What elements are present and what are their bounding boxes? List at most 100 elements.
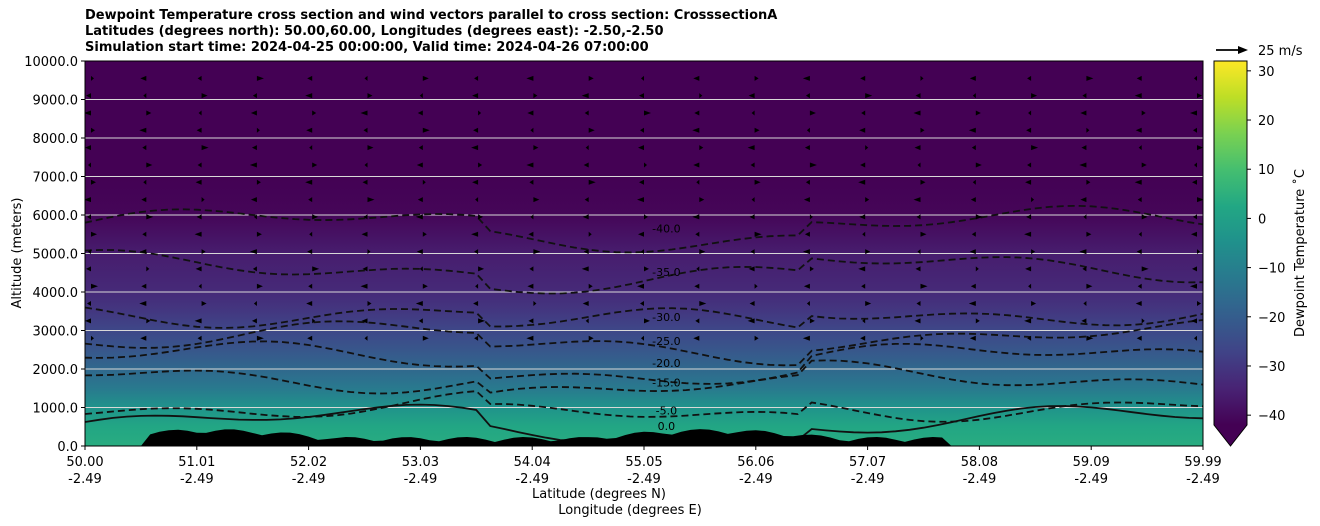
y-tick-label: 1000.0 xyxy=(33,402,79,417)
wind-vector xyxy=(474,335,479,341)
wind-vector xyxy=(86,266,91,272)
x-tick-label-latitude: 55.05 xyxy=(625,455,662,470)
wind-vector xyxy=(637,283,644,289)
x-tick-label-longitude: -2.49 xyxy=(292,472,326,487)
wind-vector xyxy=(972,93,976,99)
wind-vector xyxy=(920,335,924,341)
wind-vector xyxy=(146,266,150,272)
wind-vectors xyxy=(85,75,1203,341)
wind-vector xyxy=(142,145,147,151)
contour-label: -20.0 xyxy=(652,357,680,370)
wind-vector xyxy=(859,127,866,133)
wind-vector xyxy=(588,179,596,185)
wind-vector xyxy=(695,318,700,324)
wind-vector xyxy=(88,162,91,168)
wind-vector xyxy=(751,110,755,116)
wind-vector xyxy=(1025,266,1032,272)
wind-vector xyxy=(805,179,810,185)
wind-vector xyxy=(475,283,479,289)
wind-vector xyxy=(250,110,257,116)
x-tick-label-longitude: -2.49 xyxy=(515,472,549,487)
colorbar-tick-label: 10 xyxy=(1258,163,1275,178)
x-tick-label-longitude: -2.49 xyxy=(1186,472,1220,487)
x-tick-label-longitude: -2.49 xyxy=(627,472,661,487)
wind-vector xyxy=(809,214,813,220)
x-tick-label-longitude: -2.49 xyxy=(1074,472,1108,487)
wind-vector xyxy=(803,283,810,289)
wind-vector xyxy=(363,214,368,220)
wind-vector xyxy=(802,249,810,255)
wind-vector xyxy=(198,283,202,289)
wind-vector xyxy=(1086,127,1090,133)
wind-key-label: 25 m/s xyxy=(1258,44,1303,59)
wind-vector xyxy=(1086,231,1092,237)
wind-vector xyxy=(249,162,257,168)
contour-label: 0.0 xyxy=(658,420,676,433)
wind-vector xyxy=(1031,145,1039,151)
wind-vector xyxy=(809,318,815,324)
wind-vector xyxy=(1193,127,1197,133)
wind-vector xyxy=(695,231,700,237)
wind-vector xyxy=(367,145,374,151)
wind-vector xyxy=(699,145,704,151)
wind-vector xyxy=(143,179,147,185)
wind-vector xyxy=(415,214,423,220)
wind-vector xyxy=(975,162,982,168)
wind-vector xyxy=(308,283,313,289)
wind-vector xyxy=(422,335,429,341)
wind-vector xyxy=(529,179,534,185)
wind-vector xyxy=(805,93,810,99)
y-tick-label: 9000.0 xyxy=(33,94,79,109)
wind-vector xyxy=(581,266,589,272)
wind-vector xyxy=(308,197,313,203)
wind-vector xyxy=(809,162,817,168)
wind-vector xyxy=(251,318,257,324)
wind-vector xyxy=(88,249,91,255)
wind-vector xyxy=(1082,266,1087,272)
wind-vector xyxy=(91,127,95,133)
wind-vector xyxy=(471,145,479,151)
wind-vector xyxy=(146,162,153,168)
wind-vector xyxy=(696,179,700,185)
wind-vector xyxy=(588,75,594,81)
wind-vector xyxy=(528,318,534,324)
wind-vector xyxy=(588,127,595,133)
chart-title-line-2: Latitudes (degrees north): 50.00,60.00, … xyxy=(85,24,664,39)
wind-vector xyxy=(85,110,91,116)
wind-vector xyxy=(307,335,313,341)
wind-vector xyxy=(364,162,368,168)
wind-vector xyxy=(367,249,371,255)
x-tick-label-longitude: -2.49 xyxy=(68,472,102,487)
wind-vector xyxy=(1031,249,1036,255)
wind-vector xyxy=(582,301,589,307)
contour-line xyxy=(85,390,1203,423)
y-tick-label: 6000.0 xyxy=(33,209,79,224)
wind-vector xyxy=(915,93,921,99)
wind-vector xyxy=(975,318,980,324)
y-tick-label: 3000.0 xyxy=(33,325,79,340)
colorbar-tick-label: 20 xyxy=(1258,114,1275,129)
wind-vector xyxy=(1031,93,1038,99)
wind-vector xyxy=(806,301,810,307)
wind-vector xyxy=(305,179,313,185)
wind-vector xyxy=(367,301,372,307)
y-tick-label: 4000.0 xyxy=(33,286,79,301)
wind-vector xyxy=(754,75,759,81)
wind-vector xyxy=(641,335,644,341)
wind-vector xyxy=(529,266,534,272)
wind-vector xyxy=(916,214,921,220)
wind-vector xyxy=(91,179,96,185)
wind-vector xyxy=(312,318,316,324)
wind-vector xyxy=(1194,75,1197,81)
wind-vector xyxy=(969,75,976,81)
wind-vector xyxy=(253,214,257,220)
wind-vector xyxy=(1197,197,1203,203)
wind-vector xyxy=(641,75,644,81)
wind-vector xyxy=(754,231,762,237)
wind-vector xyxy=(860,75,866,81)
x-tick-label-longitude: -2.49 xyxy=(851,472,885,487)
colorbar-outline xyxy=(1213,60,1248,447)
x-axis-label: Latitude (degrees N) xyxy=(532,487,666,502)
wind-vector xyxy=(694,283,700,289)
wind-vector xyxy=(201,301,207,307)
